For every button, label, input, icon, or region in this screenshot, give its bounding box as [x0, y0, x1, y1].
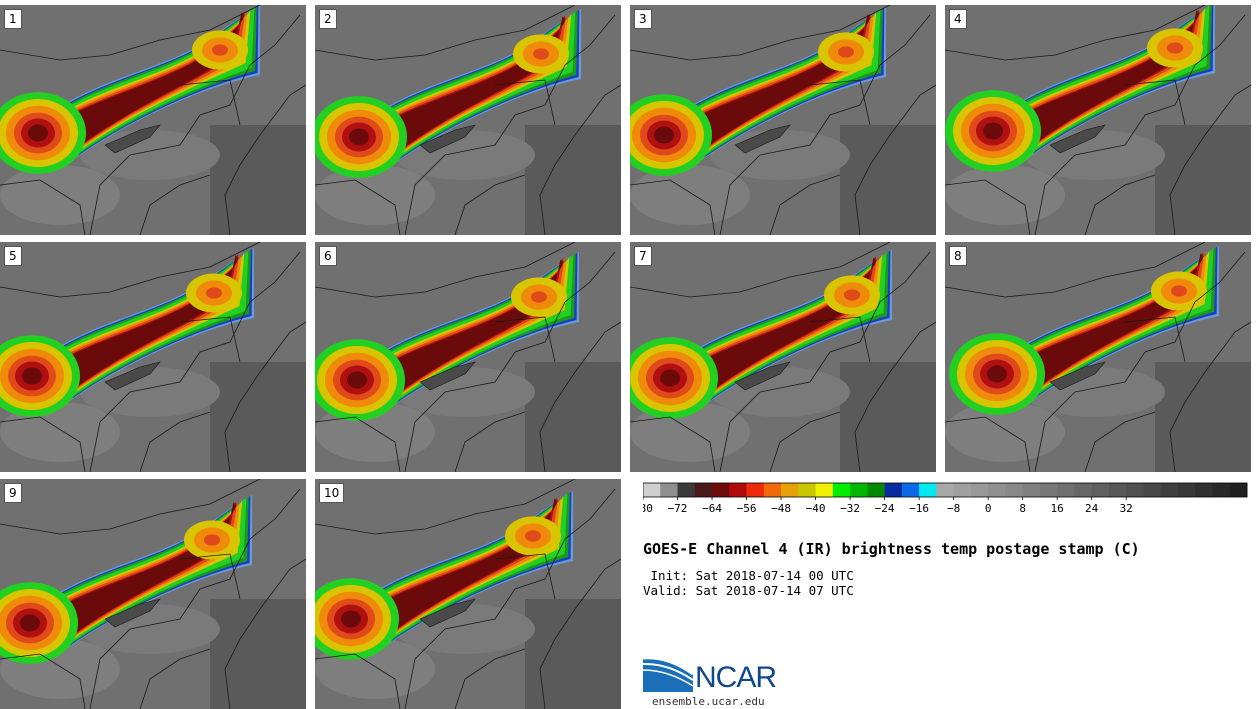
colorbar-segment	[1057, 483, 1075, 497]
colorbar-segment	[953, 483, 972, 497]
colorbar-tick-label: −48	[771, 502, 791, 515]
colorbar-segment	[901, 483, 920, 497]
colorbar-segment	[798, 483, 816, 497]
colorbar-segment	[712, 483, 730, 497]
map-panel: 1	[0, 5, 306, 235]
colorbar-segment	[815, 483, 834, 497]
panel-number: 9	[4, 483, 22, 503]
colorbar-tick-label: −16	[909, 502, 929, 515]
colorbar-tick-label: 16	[1051, 502, 1064, 515]
colorbar-tick-label: −56	[737, 502, 757, 515]
satellite-map	[0, 242, 306, 472]
map-panel: 7	[630, 242, 936, 472]
map-panel: 9	[0, 479, 306, 709]
panel-number: 1	[4, 9, 22, 29]
colorbar-segment	[694, 483, 713, 497]
panel-number: 6	[319, 246, 337, 266]
colorbar-tick-label: −24	[875, 502, 895, 515]
colorbar-tick-label: −64	[702, 502, 722, 515]
colorbar-tick-label: 32	[1120, 502, 1133, 515]
colorbar-segment	[884, 483, 903, 497]
panel-number: 7	[634, 246, 652, 266]
satellite-map	[315, 5, 621, 235]
ncar-logo-text: NCAR	[695, 661, 777, 694]
map-panel: 10	[315, 479, 621, 709]
map-panel: 2	[315, 5, 621, 235]
colorbar-tick-label: −40	[806, 502, 826, 515]
colorbar-segment	[729, 483, 747, 497]
colorbar-segment	[763, 483, 782, 497]
colorbar-segment	[660, 483, 678, 497]
panel-number: 8	[949, 246, 967, 266]
colorbar-segment	[1177, 483, 1196, 497]
colorbar-segment	[781, 483, 799, 497]
colorbar-tick-label: −80	[643, 502, 653, 515]
map-panel: 3	[630, 5, 936, 235]
colorbar-segment	[1160, 483, 1179, 497]
satellite-map	[630, 242, 936, 472]
colorbar-segment	[1229, 483, 1248, 497]
map-panel: 6	[315, 242, 621, 472]
satellite-map	[0, 479, 306, 709]
panel-number: 2	[319, 9, 337, 29]
colorbar-tick-label: 0	[985, 502, 992, 515]
map-panel: 5	[0, 242, 306, 472]
satellite-map	[0, 5, 306, 235]
colorbar-segment	[643, 483, 661, 497]
colorbar-segment	[850, 483, 868, 497]
colorbar-segment	[970, 483, 989, 497]
satellite-map	[315, 479, 621, 709]
colorbar-segment	[1126, 483, 1144, 497]
colorbar-segment	[1022, 483, 1041, 497]
colorbar-segment	[1212, 483, 1231, 497]
satellite-map	[315, 242, 621, 472]
panel-number: 5	[4, 246, 22, 266]
colorbar-segment	[1143, 483, 1162, 497]
colorbar-tick-label: 8	[1019, 502, 1026, 515]
init-time: Init: Sat 2018-07-14 00 UTC	[643, 568, 854, 583]
satellite-map	[945, 242, 1251, 472]
colorbar-tick-label: 24	[1085, 502, 1099, 515]
satellite-map	[945, 5, 1251, 235]
colorbar-segment	[1005, 483, 1023, 497]
plot-title: GOES-E Channel 4 (IR) brightness temp po…	[643, 540, 1140, 558]
colorbar-segment	[867, 483, 885, 497]
ncar-logo-icon	[643, 656, 693, 692]
colorbar-segment	[746, 483, 765, 497]
colorbar-segment	[1091, 483, 1110, 497]
colorbar-segment	[832, 483, 851, 497]
colorbar-tick-label: −32	[840, 502, 860, 515]
colorbar-segment	[1195, 483, 1213, 497]
site-url: ensemble.ucar.edu	[652, 695, 765, 708]
colorbar-tick-label: −8	[947, 502, 960, 515]
valid-time: Valid: Sat 2018-07-14 07 UTC	[643, 583, 854, 598]
colorbar-segment	[936, 483, 954, 497]
colorbar-tick-label: −72	[668, 502, 688, 515]
colorbar-segment	[919, 483, 937, 497]
panel-number: 3	[634, 9, 652, 29]
satellite-map	[630, 5, 936, 235]
panel-number: 10	[319, 483, 345, 503]
colorbar-segment	[1039, 483, 1058, 497]
colorbar-segment	[1074, 483, 1092, 497]
colorbar-segment	[1108, 483, 1127, 497]
map-panel: 8	[945, 242, 1251, 472]
map-panel: 4	[945, 5, 1251, 235]
colorbar-segment	[677, 483, 696, 497]
panel-number: 4	[949, 9, 967, 29]
colorbar-segment	[988, 483, 1006, 497]
